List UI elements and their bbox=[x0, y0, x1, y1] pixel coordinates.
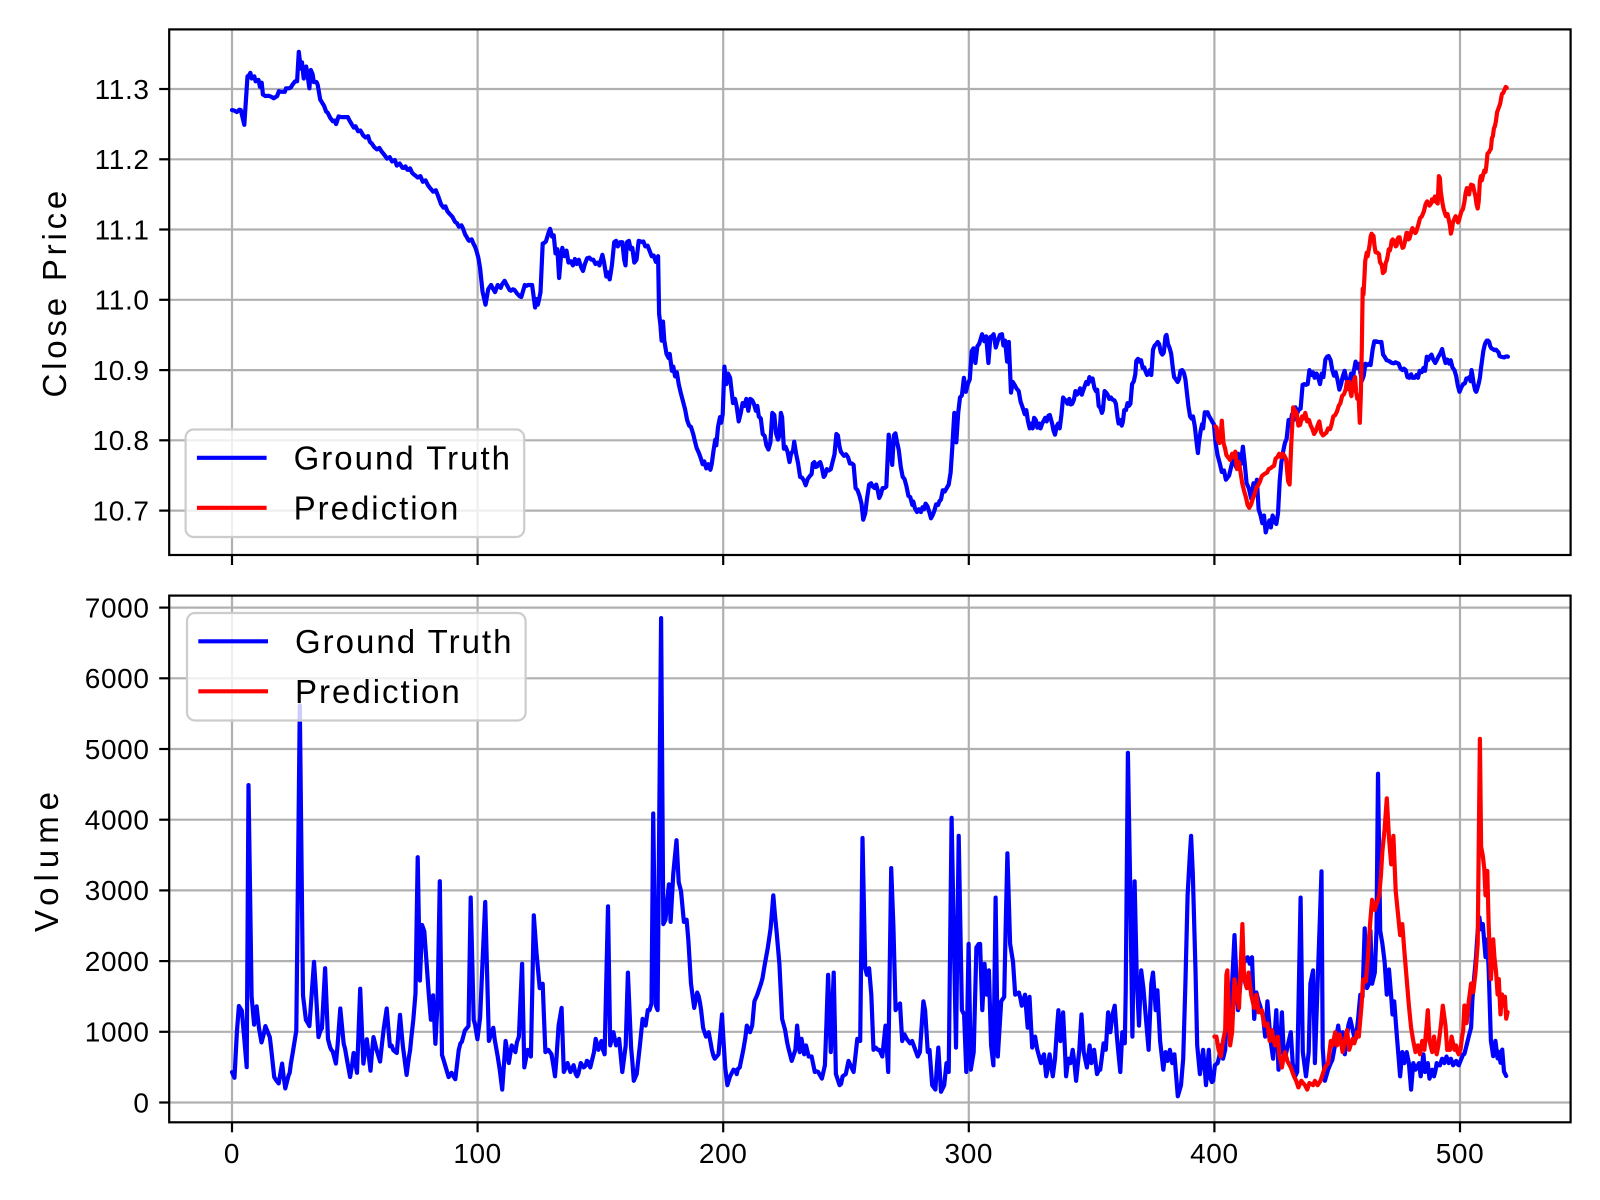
svg-text:Close Price: Close Price bbox=[36, 187, 73, 398]
svg-text:Ground Truth: Ground Truth bbox=[295, 623, 513, 660]
svg-text:Ground Truth: Ground Truth bbox=[294, 440, 512, 477]
svg-text:Prediction: Prediction bbox=[295, 673, 462, 710]
svg-text:11.3: 11.3 bbox=[95, 74, 150, 105]
svg-text:2000: 2000 bbox=[85, 946, 150, 977]
svg-text:0: 0 bbox=[133, 1087, 149, 1118]
svg-text:10.7: 10.7 bbox=[93, 495, 150, 526]
svg-text:10.8: 10.8 bbox=[93, 425, 150, 456]
svg-text:0: 0 bbox=[224, 1138, 240, 1169]
svg-text:5000: 5000 bbox=[85, 734, 150, 765]
svg-text:4000: 4000 bbox=[85, 805, 150, 836]
svg-text:500: 500 bbox=[1436, 1138, 1485, 1169]
svg-text:300: 300 bbox=[945, 1138, 994, 1169]
svg-text:Volume: Volume bbox=[28, 786, 65, 932]
svg-text:11.2: 11.2 bbox=[95, 144, 150, 175]
svg-text:10.9: 10.9 bbox=[93, 355, 150, 386]
svg-text:11.1: 11.1 bbox=[95, 214, 150, 245]
svg-text:6000: 6000 bbox=[85, 663, 150, 694]
svg-text:100: 100 bbox=[453, 1138, 502, 1169]
svg-text:400: 400 bbox=[1190, 1138, 1239, 1169]
svg-text:1000: 1000 bbox=[85, 1017, 150, 1048]
svg-text:Prediction: Prediction bbox=[294, 490, 461, 527]
svg-text:3000: 3000 bbox=[85, 875, 150, 906]
svg-text:200: 200 bbox=[699, 1138, 748, 1169]
svg-text:11.0: 11.0 bbox=[95, 285, 150, 316]
svg-text:7000: 7000 bbox=[85, 592, 150, 623]
